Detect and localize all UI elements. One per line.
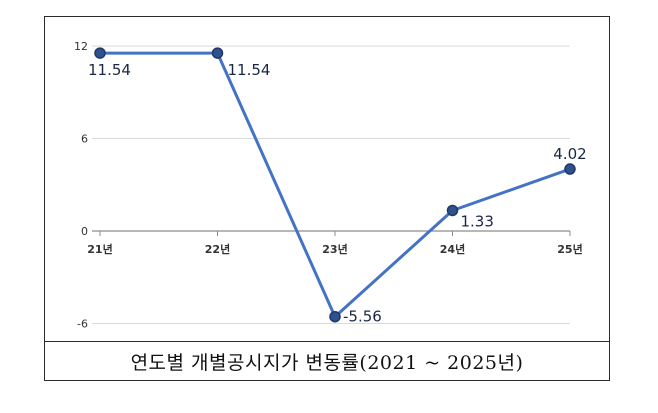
x-tick-label: 21년: [87, 242, 112, 256]
caption-box: 연도별 개별공시지가 변동률(2021 ~ 2025년): [44, 341, 610, 381]
y-tick-label: -6: [77, 318, 88, 331]
y-tick-label: 12: [74, 40, 88, 53]
series-line-path: [100, 51, 571, 319]
data-label: 4.02: [553, 145, 586, 163]
data-labels: 11.54 11.54 -5.56 1.33 4.02: [88, 61, 587, 326]
series-line: [100, 51, 571, 319]
x-tick-label: 23년: [322, 242, 347, 256]
chart-title: 연도별 개별공시지가 변동률(2021 ~ 2025년): [130, 352, 524, 374]
y-tick-label: 0: [81, 225, 88, 238]
y-tick-label: 6: [81, 133, 88, 146]
data-point: [329, 310, 341, 323]
y-axis-ticks: 12 6 0 -6: [74, 40, 88, 331]
data-point: [564, 163, 576, 175]
data-label: 11.54: [228, 61, 271, 79]
x-axis: 21년 22년 23년 24년 25년: [87, 230, 583, 256]
data-point: [94, 47, 106, 59]
data-point: [446, 204, 459, 217]
data-label: 11.54: [88, 61, 131, 79]
gridlines: [92, 45, 570, 324]
data-label: 1.33: [461, 212, 494, 230]
data-point: [211, 47, 224, 59]
x-tick-label: 25년: [557, 242, 582, 256]
chart-frame: [44, 16, 610, 381]
data-points: [94, 47, 576, 323]
x-tick-label: 22년: [205, 242, 230, 256]
data-label: -5.56: [343, 308, 382, 326]
x-tick-label: 24년: [440, 242, 465, 256]
